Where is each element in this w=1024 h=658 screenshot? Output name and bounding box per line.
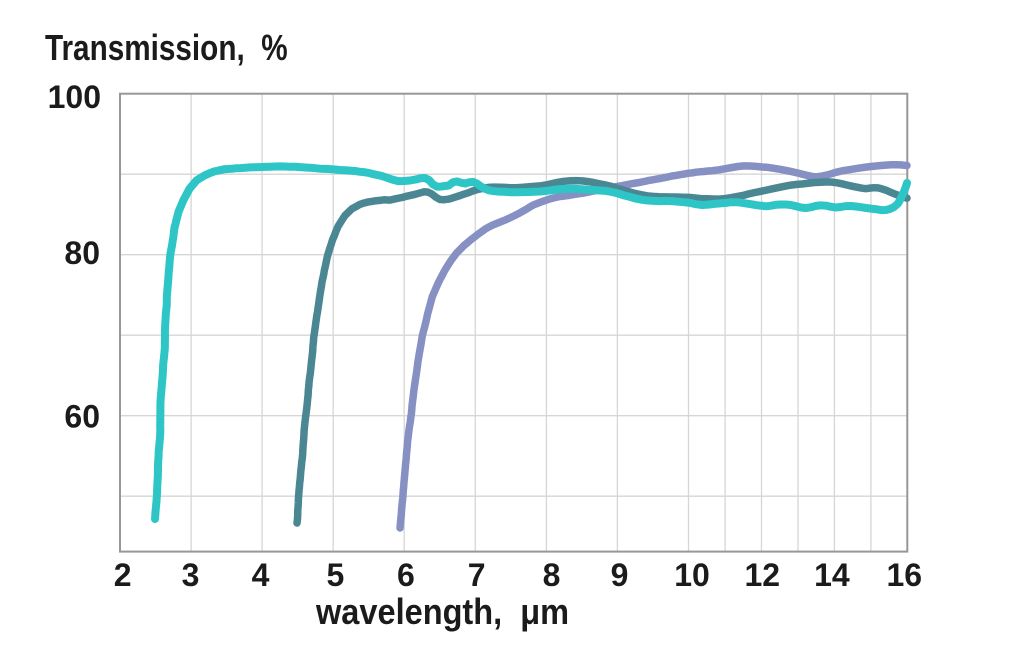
svg-text:5: 5 [327,557,345,593]
svg-text:12: 12 [745,557,781,593]
svg-text:10: 10 [674,557,710,593]
svg-text:3: 3 [182,557,200,593]
svg-text:7: 7 [468,557,486,593]
svg-text:60: 60 [64,398,100,434]
svg-text:2: 2 [114,557,132,593]
svg-text:6: 6 [397,557,415,593]
svg-text:wavelength, μm: wavelength, μm [315,593,569,633]
svg-text:4: 4 [252,557,270,593]
svg-text:Transmission, %: Transmission, % [45,27,288,67]
svg-text:8: 8 [543,557,561,593]
svg-text:9: 9 [611,557,629,593]
svg-text:100: 100 [48,79,101,115]
svg-text:80: 80 [64,235,100,271]
svg-text:16: 16 [887,557,923,593]
svg-text:14: 14 [814,557,850,593]
